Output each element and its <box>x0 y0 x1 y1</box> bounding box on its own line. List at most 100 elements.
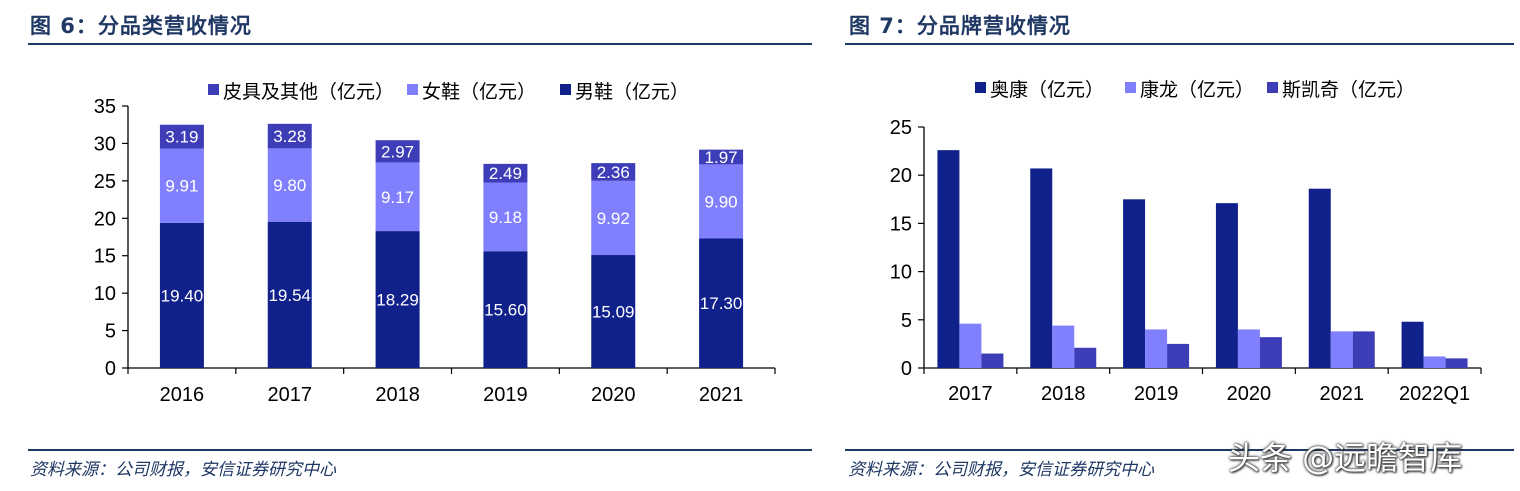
right-figure-title: 图 7：分品牌营收情况 <box>849 14 1071 38</box>
bar <box>981 353 1004 368</box>
bar-segment <box>591 180 636 256</box>
bar <box>1123 199 1146 368</box>
bar <box>1030 168 1053 368</box>
data-label: 15.60 <box>484 301 527 320</box>
x-tick-label: 2019 <box>483 384 528 406</box>
bar <box>1423 356 1446 368</box>
x-tick-label: 2020 <box>1227 383 1272 405</box>
y-tick-label: 5 <box>105 321 116 343</box>
data-label: 19.54 <box>268 286 311 305</box>
bar <box>1330 331 1353 368</box>
x-tick-label: 2020 <box>591 384 636 406</box>
legend-label: 男鞋（亿元） <box>575 81 689 103</box>
data-label: 3.19 <box>165 128 198 147</box>
data-label: 2.97 <box>381 142 414 161</box>
legend-swatch <box>208 84 219 95</box>
bar <box>1237 329 1260 368</box>
bar-segment <box>159 148 204 223</box>
x-tick-label: 2016 <box>160 384 205 406</box>
bar-segment <box>267 148 312 222</box>
y-tick-label: 25 <box>94 171 116 193</box>
bar <box>1167 343 1190 368</box>
left-figure-title: 图 6：分品类营收情况 <box>30 14 252 38</box>
x-tick-label: 2021 <box>699 384 744 406</box>
bar-segment <box>159 124 204 149</box>
y-tick-label: 15 <box>94 246 116 268</box>
bar <box>1052 325 1075 368</box>
legend-label: 皮具及其他（亿元） <box>223 81 394 103</box>
left-source-note: 资料来源：公司财报，安信证券研究中心 <box>30 460 336 480</box>
bar-segment <box>483 163 528 183</box>
bar <box>1145 329 1168 368</box>
x-tick-label: 2021 <box>1320 383 1365 405</box>
bar-segment <box>267 123 312 149</box>
data-label: 17.30 <box>700 294 743 313</box>
bar <box>1445 358 1468 368</box>
x-tick-label: 2017 <box>268 384 313 406</box>
data-label: 19.40 <box>161 286 204 305</box>
bar-segment <box>375 140 420 163</box>
data-label: 9.17 <box>381 188 414 207</box>
right-source-note: 资料来源：公司财报，安信证券研究中心 <box>848 460 1154 480</box>
bar-segment <box>699 238 744 368</box>
bar <box>1215 203 1238 368</box>
legend-swatch <box>407 84 418 95</box>
legend-swatch <box>1267 82 1278 93</box>
right-title-rule <box>845 43 1514 45</box>
bar <box>1074 347 1097 368</box>
legend-label: 康龙（亿元） <box>1140 79 1254 101</box>
data-label: 9.91 <box>165 177 198 196</box>
y-tick-label: 0 <box>901 358 912 380</box>
legend-swatch <box>975 82 986 93</box>
legend-swatch <box>1125 82 1136 93</box>
x-tick-label: 2019 <box>1134 383 1179 405</box>
y-tick-label: 35 <box>94 96 116 118</box>
bar-segment <box>699 149 744 165</box>
y-tick-label: 5 <box>901 310 912 332</box>
data-label: 9.18 <box>489 208 522 227</box>
bar-segment <box>699 164 744 239</box>
bar-segment <box>267 221 312 368</box>
y-tick-label: 25 <box>890 117 912 139</box>
x-tick-label: 2017 <box>948 383 993 405</box>
y-tick-label: 30 <box>94 133 116 155</box>
left-stacked-bar-chart: 0 5 10 15 20 25 30 35 2016 2017 2018 2019 2020 2021 19… <box>94 81 776 406</box>
right-source-rule <box>845 449 1514 451</box>
x-tick-label: 2018 <box>375 384 420 406</box>
bar <box>959 323 982 368</box>
data-label: 2.49 <box>489 164 522 183</box>
data-label: 9.80 <box>273 176 306 195</box>
y-tick-label: 20 <box>94 208 116 230</box>
data-label: 2.36 <box>597 163 630 182</box>
y-tick-label: 20 <box>890 165 912 187</box>
y-tick-label: 15 <box>890 213 912 235</box>
bar <box>1308 188 1331 368</box>
bar <box>1352 331 1375 368</box>
right-grouped-bar-chart: 0 5 10 15 20 25 2017 2018 2019 2020 2021 2022Q1 奥康（亿… <box>890 79 1482 405</box>
y-tick-label: 10 <box>890 262 912 284</box>
data-label: 9.90 <box>705 192 738 211</box>
x-tick-label: 2022Q1 <box>1399 383 1470 405</box>
watermark-text: 头条 @远瞻智库 <box>1228 439 1463 477</box>
y-tick-label: 10 <box>94 283 116 305</box>
legend-label: 奥康（亿元） <box>990 79 1104 101</box>
bar-segment <box>159 222 204 368</box>
bar-segment <box>591 163 636 181</box>
right-figure-panel: 图 7：分品牌营收情况 0 5 10 15 20 25 2017 2018 2019 2020 20… <box>845 0 1520 491</box>
data-label: 18.29 <box>376 291 419 310</box>
left-source-rule <box>28 449 812 451</box>
y-tick-label: 0 <box>105 358 116 380</box>
data-label: 9.92 <box>597 209 630 228</box>
bar-segment <box>375 231 420 368</box>
legend-label: 斯凯奇（亿元） <box>1282 79 1415 101</box>
bar <box>937 150 960 368</box>
bar-segment <box>591 255 636 368</box>
bar-segment <box>483 251 528 368</box>
left-title-rule <box>28 43 812 45</box>
data-label: 15.09 <box>592 303 635 322</box>
left-figure-panel: 图 6：分品类营收情况 0 5 10 15 20 25 30 35 2016 2017 2018 20… <box>28 14 812 480</box>
data-label: 3.28 <box>273 127 306 146</box>
bar-segment <box>483 182 528 252</box>
bar <box>1401 321 1424 368</box>
legend-swatch <box>560 84 571 95</box>
